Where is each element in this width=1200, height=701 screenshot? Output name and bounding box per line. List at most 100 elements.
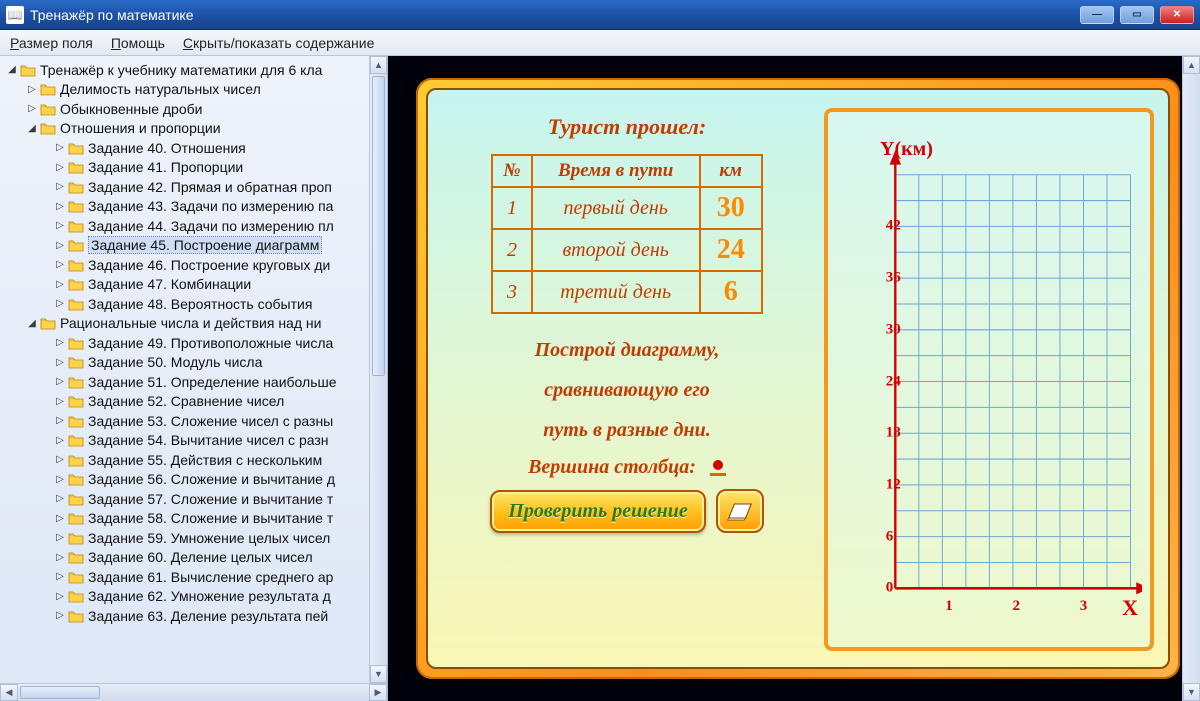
exercise-panel: Турист прошел: № Время в пути км 1 первы… — [426, 88, 1170, 669]
scroll-down-button[interactable]: ▼ — [1183, 683, 1200, 701]
window-title: Тренажёр по математике — [30, 7, 1080, 23]
tree-item-section[interactable]: ◢Тренажёр к учебнику математики для 6 кл… — [0, 60, 387, 80]
folder-icon — [40, 121, 56, 135]
expander-icon[interactable]: ▷ — [54, 181, 66, 192]
folder-icon — [68, 238, 84, 252]
expander-icon[interactable]: ▷ — [54, 220, 66, 231]
tree-item-task[interactable]: ▷Задание 50. Модуль числа — [0, 353, 387, 373]
folder-icon — [40, 102, 56, 116]
table-row: 2 второй день 24 — [492, 229, 761, 271]
tree-item-task[interactable]: ▷Задание 52. Сравнение чисел — [0, 392, 387, 412]
scroll-thumb-horizontal[interactable] — [20, 686, 100, 699]
chart-grid[interactable] — [836, 122, 1142, 639]
tree-item-task[interactable]: ▷Задание 54. Вычитание чисел с разн — [0, 431, 387, 451]
tree-item-task[interactable]: ▷Задание 46. Построение круговых ди — [0, 255, 387, 275]
menu-toggle-contents[interactable]: Скрыть/показать содержание — [183, 35, 374, 51]
expander-icon[interactable]: ▷ — [54, 162, 66, 173]
expander-icon[interactable]: ▷ — [54, 513, 66, 524]
tree-item-task[interactable]: ▷Задание 53. Сложение чисел с разны — [0, 411, 387, 431]
maximize-button[interactable]: ▭ — [1120, 6, 1154, 24]
expander-icon[interactable]: ▷ — [54, 396, 66, 407]
expander-icon[interactable]: ▷ — [54, 571, 66, 582]
tree-item-label: Задание 51. Определение наибольше — [88, 374, 337, 390]
tree-item-task[interactable]: ▷Задание 45. Построение диаграмм — [0, 236, 387, 256]
tree-item-task[interactable]: ▷ Задание 61. Вычисление среднего ар — [0, 567, 387, 587]
check-solution-button[interactable]: Проверить решение — [490, 490, 705, 533]
expander-icon[interactable]: ▷ — [54, 532, 66, 543]
expander-icon[interactable]: ▷ — [54, 591, 66, 602]
tree-item-task[interactable]: ▷Задание 60. Деление целых чисел — [0, 548, 387, 568]
tree-item-label: Задание 43. Задачи по измерению па — [88, 198, 333, 214]
expander-icon[interactable]: ▷ — [54, 610, 66, 621]
tree-item-task[interactable]: ▷Задание 57. Сложение и вычитание т — [0, 489, 387, 509]
expander-icon[interactable]: ◢ — [26, 318, 38, 329]
tree-item-task[interactable]: ▷Задание 41. Пропорции — [0, 158, 387, 178]
tree-item-task[interactable]: ▷Задание 40. Отношения — [0, 138, 387, 158]
tree-item-task[interactable]: ▷Задание 56. Сложение и вычитание д — [0, 470, 387, 490]
expander-icon[interactable]: ▷ — [54, 201, 66, 212]
x-tick-label: 1 — [945, 598, 953, 615]
scroll-thumb-vertical[interactable] — [372, 76, 385, 376]
expander-icon[interactable]: ▷ — [26, 103, 38, 114]
folder-icon — [68, 141, 84, 155]
tree-item-label: Задание 61. Вычисление среднего ар — [88, 569, 333, 585]
contents-tree[interactable]: ◢Тренажёр к учебнику математики для 6 кл… — [0, 56, 387, 683]
expander-icon[interactable]: ▷ — [26, 84, 38, 95]
folder-icon — [68, 394, 84, 408]
sidebar-scrollbar-horizontal[interactable]: ◀ ▶ — [0, 683, 387, 701]
expander-icon[interactable]: ▷ — [54, 357, 66, 368]
tree-item-task[interactable]: ▷ Задание 43. Задачи по измерению па — [0, 197, 387, 217]
tree-item-task[interactable]: ▷Задание 59. Умножение целых чисел — [0, 528, 387, 548]
expander-icon[interactable]: ▷ — [54, 493, 66, 504]
tree-item-task[interactable]: ▷Задание 47. Комбинации — [0, 275, 387, 295]
expander-icon[interactable]: ▷ — [54, 415, 66, 426]
tree-item-task[interactable]: ▷Задание 42. Прямая и обратная проп — [0, 177, 387, 197]
chart-area[interactable]: Y(км) X 06121824303642123 — [836, 122, 1142, 639]
expander-icon[interactable]: ▷ — [54, 259, 66, 270]
scroll-up-button[interactable]: ▲ — [370, 56, 387, 74]
sidebar: ◢Тренажёр к учебнику математики для 6 кл… — [0, 56, 388, 701]
scroll-down-button[interactable]: ▼ — [370, 665, 387, 683]
tree-item-task[interactable]: ▷Задание 48. Вероятность события — [0, 294, 387, 314]
cell-day: третий день — [532, 271, 700, 313]
tree-item-task[interactable]: ▷Задание 44. Задачи по измерению пл — [0, 216, 387, 236]
main-scrollbar-vertical[interactable]: ▲ ▼ — [1182, 56, 1200, 701]
folder-icon — [68, 199, 84, 213]
eraser-icon — [726, 501, 754, 521]
expander-icon[interactable]: ◢ — [26, 123, 38, 134]
tree-item-section[interactable]: ▷Обыкновенные дроби — [0, 99, 387, 119]
tree-item-task[interactable]: ▷Задание 49. Противоположные числа — [0, 333, 387, 353]
scroll-right-button[interactable]: ▶ — [369, 684, 387, 701]
expander-icon[interactable]: ▷ — [54, 337, 66, 348]
tree-item-section[interactable]: ◢Рациональные числа и действия над ни — [0, 314, 387, 334]
expander-icon[interactable]: ▷ — [54, 454, 66, 465]
vertex-marker-icon[interactable] — [710, 460, 726, 476]
tree-item-task[interactable]: ▷Задание 55. Действия с нескольким — [0, 450, 387, 470]
tree-item-task[interactable]: ▷Задание 62. Умножение результата д — [0, 587, 387, 607]
tree-item-task[interactable]: ▷ Задание 51. Определение наибольше — [0, 372, 387, 392]
eraser-button[interactable] — [716, 489, 764, 533]
minimize-button[interactable]: — — [1080, 6, 1114, 24]
tree-item-task[interactable]: ▷Задание 63. Деление результата пей — [0, 606, 387, 626]
table-row: 1 первый день 30 — [492, 187, 761, 229]
tree-item-task[interactable]: ▷Задание 58. Сложение и вычитание т — [0, 509, 387, 529]
expander-icon[interactable]: ▷ — [54, 298, 66, 309]
expander-icon[interactable]: ▷ — [54, 142, 66, 153]
tree-item-section[interactable]: ▷Делимость натуральных чисел — [0, 80, 387, 100]
expander-icon[interactable]: ◢ — [6, 64, 18, 75]
expander-icon[interactable]: ▷ — [54, 474, 66, 485]
folder-icon — [68, 531, 84, 545]
scroll-up-button[interactable]: ▲ — [1183, 56, 1200, 74]
close-button[interactable]: ✕ — [1160, 6, 1194, 24]
scroll-left-button[interactable]: ◀ — [0, 684, 18, 701]
expander-icon[interactable]: ▷ — [54, 435, 66, 446]
expander-icon[interactable]: ▷ — [54, 376, 66, 387]
expander-icon[interactable]: ▷ — [54, 240, 66, 251]
menu-field-size[interactable]: Размер поля — [10, 35, 93, 51]
sidebar-scrollbar-vertical[interactable]: ▲ ▼ — [369, 56, 387, 683]
table-row: 3 третий день 6 — [492, 271, 761, 313]
expander-icon[interactable]: ▷ — [54, 279, 66, 290]
expander-icon[interactable]: ▷ — [54, 552, 66, 563]
tree-item-section[interactable]: ◢Отношения и пропорции — [0, 119, 387, 139]
menu-help[interactable]: Помощь — [111, 35, 165, 51]
